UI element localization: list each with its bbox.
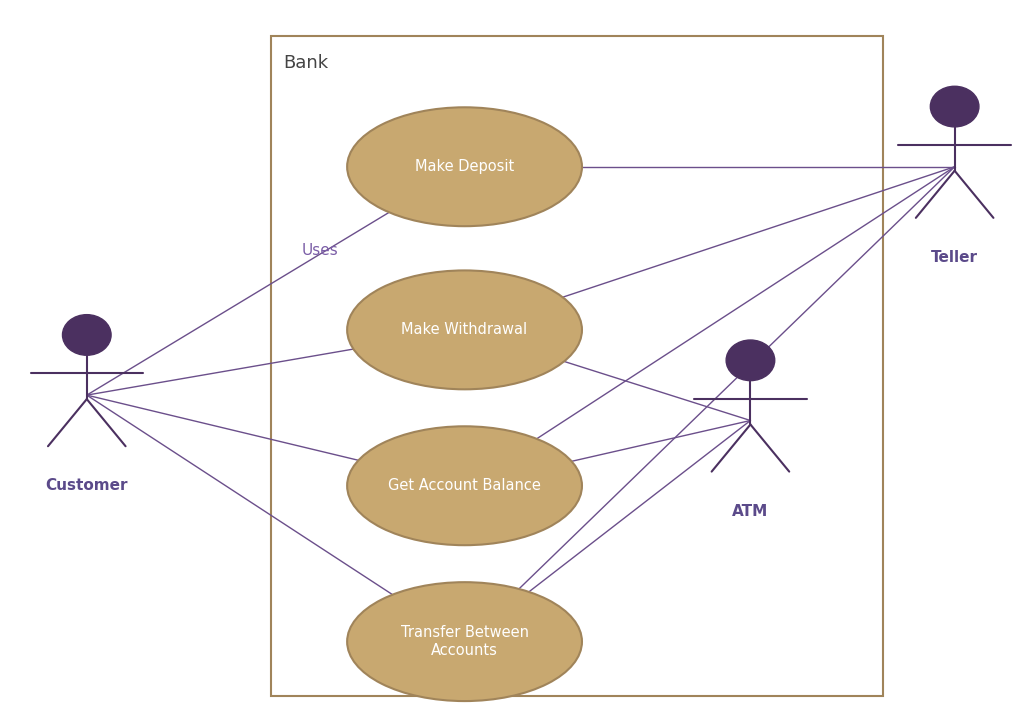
Ellipse shape (726, 340, 775, 381)
Bar (271, 36, 883, 696)
Text: Bank: Bank (283, 54, 328, 72)
Ellipse shape (347, 107, 582, 226)
Text: Make Withdrawal: Make Withdrawal (401, 323, 528, 337)
Text: Make Deposit: Make Deposit (415, 160, 515, 174)
Ellipse shape (930, 86, 979, 127)
Ellipse shape (347, 270, 582, 389)
Text: Uses: Uses (301, 243, 338, 257)
Text: Get Account Balance: Get Account Balance (388, 478, 541, 493)
Text: ATM: ATM (732, 504, 769, 519)
Ellipse shape (347, 582, 582, 701)
Ellipse shape (62, 315, 111, 355)
Ellipse shape (347, 426, 582, 545)
Text: Customer: Customer (46, 478, 128, 494)
Text: Transfer Between
Accounts: Transfer Between Accounts (400, 625, 529, 658)
Text: Teller: Teller (931, 250, 978, 265)
